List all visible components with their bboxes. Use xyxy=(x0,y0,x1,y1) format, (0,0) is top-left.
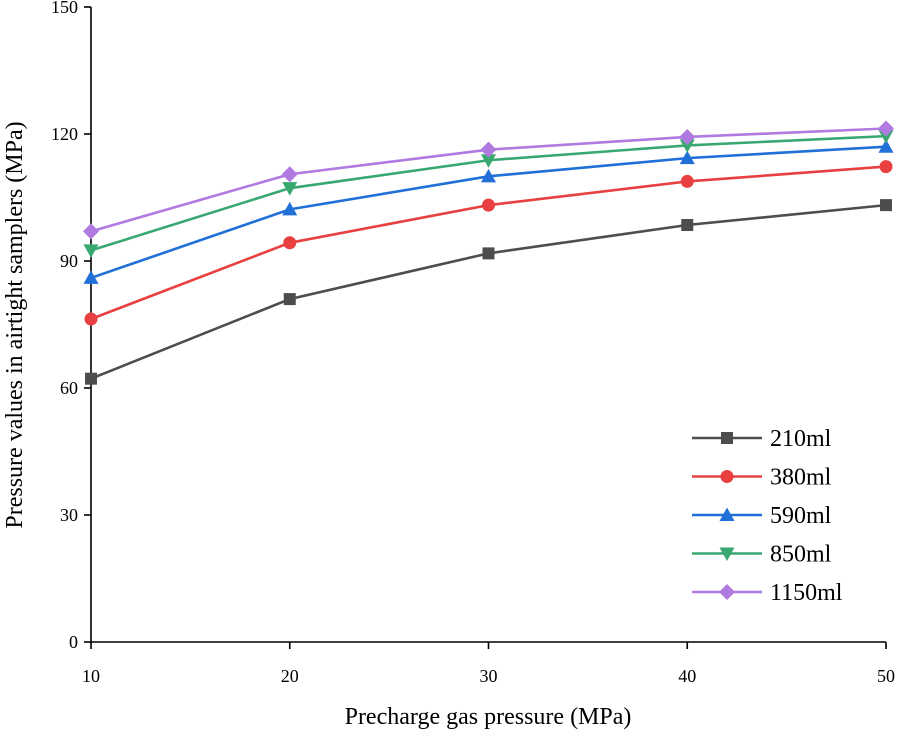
data-point xyxy=(482,198,495,212)
data-point xyxy=(481,154,496,168)
legend-item: 850ml xyxy=(692,542,832,568)
y-tick-label: 120 xyxy=(51,124,78,144)
data-point xyxy=(282,182,298,196)
x-tick-label: 40 xyxy=(678,666,696,686)
data-point xyxy=(879,160,893,174)
legend-item: 380ml xyxy=(692,465,832,491)
series-850ml xyxy=(83,130,894,258)
legend-marker xyxy=(720,470,734,483)
data-point xyxy=(878,120,894,137)
legend-label: 1150ml xyxy=(770,580,843,606)
series-380ml xyxy=(84,160,893,326)
data-point xyxy=(880,199,892,212)
data-point xyxy=(681,219,694,232)
data-point xyxy=(878,130,894,144)
x-tick-label: 20 xyxy=(281,666,299,686)
legend-item: 590ml xyxy=(692,503,832,529)
data-point xyxy=(85,372,97,385)
x-tick-label: 30 xyxy=(480,666,498,686)
legend-item: 210ml xyxy=(692,426,832,452)
legend-marker xyxy=(719,584,735,600)
data-point xyxy=(679,139,695,153)
y-tick-label: 150 xyxy=(51,0,78,17)
y-tick-label: 90 xyxy=(60,251,78,271)
data-point xyxy=(83,244,99,258)
y-axis-label: Pressure values in airtight samplers (MP… xyxy=(2,121,28,528)
data-point xyxy=(83,223,99,240)
y-tick-label: 30 xyxy=(60,505,78,525)
data-point xyxy=(84,312,98,326)
legend-label: 210ml xyxy=(770,426,832,452)
series-590ml xyxy=(83,139,894,284)
series-line xyxy=(90,165,887,321)
legend-marker xyxy=(719,507,735,521)
y-tick-label: 60 xyxy=(60,378,78,398)
data-point xyxy=(281,166,298,183)
data-point xyxy=(680,174,694,188)
legend-label: 590ml xyxy=(770,503,832,529)
plot-area: 0 30 60 90 120 150 10 20 30 40 50 xyxy=(51,0,895,686)
data-point xyxy=(878,139,894,153)
data-point xyxy=(282,201,298,216)
data-point xyxy=(679,150,695,165)
series-1150ml xyxy=(83,120,894,240)
y-tick-label: 0 xyxy=(69,632,78,652)
data-point xyxy=(679,128,696,145)
data-point xyxy=(83,270,99,284)
legend-label: 850ml xyxy=(770,542,832,568)
data-point xyxy=(283,236,297,250)
legend: 210ml 380ml 590ml 850ml 1150ml xyxy=(692,426,843,606)
legend-label: 380ml xyxy=(770,465,832,491)
x-axis-label: Precharge gas pressure (MPa) xyxy=(345,704,632,730)
data-point xyxy=(481,168,496,183)
x-tick-label: 50 xyxy=(877,666,895,686)
series-210ml xyxy=(85,199,892,385)
legend-item: 1150ml xyxy=(692,580,843,606)
x-tick-label: 10 xyxy=(82,666,100,686)
data-point xyxy=(482,247,495,260)
data-point xyxy=(480,141,497,158)
series-line xyxy=(90,203,887,380)
axis-ticks: 0 30 60 90 120 150 10 20 30 40 50 xyxy=(51,0,895,686)
series-lines xyxy=(83,120,894,385)
legend-marker xyxy=(719,547,735,561)
legend-marker xyxy=(721,432,733,444)
data-point xyxy=(283,293,296,306)
